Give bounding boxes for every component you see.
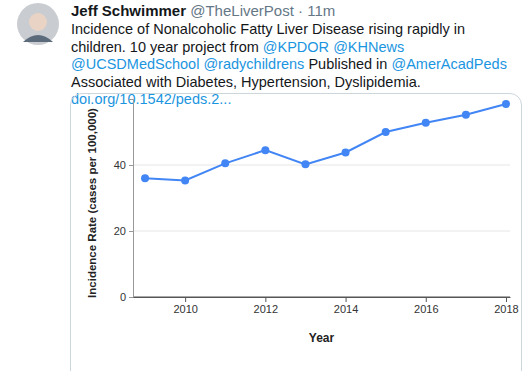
point — [382, 128, 390, 136]
author[interactable]: Jeff Schwimmer — [71, 2, 186, 19]
y-tick-label: 20 — [114, 225, 126, 237]
x-tick: 2010 — [173, 297, 197, 315]
avatar-bg — [17, 3, 59, 45]
point — [261, 146, 269, 154]
grid-line — [133, 297, 510, 298]
y-tick: 0 — [120, 291, 133, 303]
x-axis-title: Year — [309, 331, 335, 345]
point — [462, 111, 470, 119]
line — [145, 104, 506, 181]
y-tick-label: 0 — [120, 291, 126, 303]
x-tick-label: 2012 — [254, 303, 278, 315]
point — [342, 148, 350, 156]
x-tick-mark — [185, 297, 186, 302]
point — [422, 119, 430, 127]
time[interactable]: · 11m — [298, 2, 335, 19]
y-tick-mark — [129, 165, 133, 166]
link[interactable]: @radychildrens — [203, 56, 304, 72]
text: Published in — [308, 56, 387, 72]
x-axis-line — [134, 297, 511, 298]
avatar-body — [23, 35, 53, 42]
avatar-face — [29, 13, 47, 31]
x-tick-label: 2014 — [334, 303, 358, 315]
x-tick-label: 2010 — [173, 303, 197, 315]
link[interactable]: @UCSDMedSchool — [71, 56, 199, 72]
tweet-text: Incidence of Nonalcoholic Fatty Liver Di… — [71, 21, 523, 109]
plot-marks — [141, 100, 510, 185]
point — [301, 160, 309, 168]
x-tick-label: 2018 — [494, 303, 518, 315]
x-tick-mark — [506, 297, 507, 302]
chart: 0 20 40 2010 2012 2014 2016 2018 Year Incidence R… — [0, 0, 531, 371]
link[interactable]: @KHNews — [333, 39, 404, 55]
avatar — [16, 2, 60, 50]
point — [141, 174, 149, 182]
link[interactable]: @AmerAcadPeds — [391, 56, 506, 72]
text: Associated with Diabetes, Hypertension, … — [71, 74, 421, 90]
y-axis-title: Incidence Rate (cases per 100,000) — [86, 108, 98, 298]
point — [502, 100, 510, 108]
link[interactable]: @KPDOR — [263, 39, 329, 55]
x-tick-label: 2016 — [414, 303, 438, 315]
grid — [133, 165, 510, 297]
handle[interactable]: @TheLiverPost — [190, 2, 294, 19]
y-tick: 20 — [114, 225, 133, 237]
point — [181, 177, 189, 185]
grid-line — [133, 165, 510, 166]
x-tick: 2016 — [414, 297, 438, 315]
chart-card — [70, 93, 522, 371]
y-tick-label: 40 — [114, 159, 126, 171]
y-tick-mark — [129, 297, 133, 298]
x-tick-mark — [426, 297, 427, 302]
x-tick: 2014 — [334, 297, 358, 315]
y-tick-mark — [129, 231, 133, 232]
x-tick-mark — [346, 297, 347, 302]
x-axis: 2010 2012 2014 2016 2018 — [134, 297, 519, 315]
y-axis-line — [129, 100, 134, 298]
avatar-icon — [16, 2, 60, 46]
x-tick: 2012 — [254, 297, 278, 315]
y-axis: 0 20 40 — [114, 100, 134, 304]
point — [221, 159, 229, 167]
tweet-header: Jeff Schwimmer @TheLiverPost · 11m — [71, 2, 335, 19]
x-tick-mark — [265, 297, 266, 302]
x-tick: 2018 — [494, 297, 518, 315]
grid-line — [133, 231, 510, 232]
y-tick: 40 — [114, 159, 133, 171]
